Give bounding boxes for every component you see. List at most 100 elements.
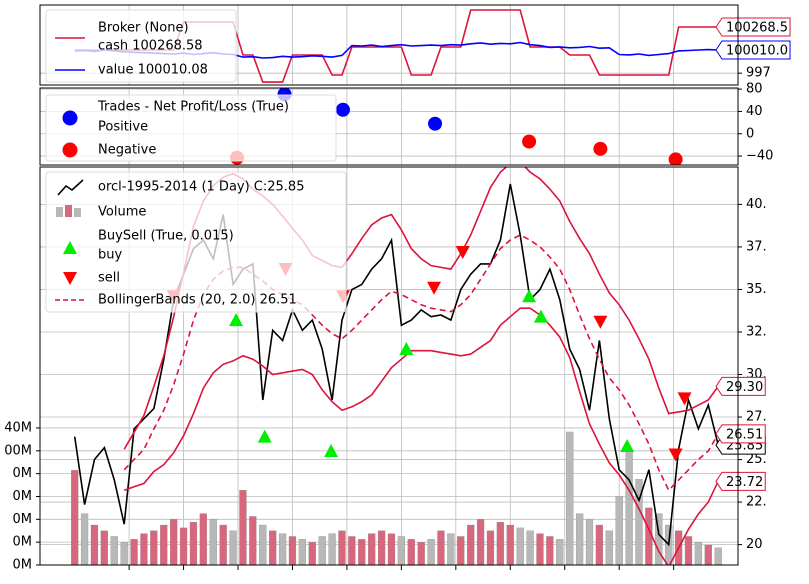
legend-label: Volume (98, 205, 146, 220)
volume-bar (130, 539, 138, 565)
legend-label: buy (98, 248, 122, 263)
signal-marker (677, 392, 692, 406)
signal-marker (399, 341, 414, 355)
volume-bar (526, 530, 534, 565)
volume-bar (249, 516, 257, 565)
y-tick-label: 27. (746, 410, 767, 425)
volume-bar (694, 542, 703, 565)
broker-legend: Broker (None) cash 100268.58 value 10001… (45, 9, 237, 83)
main-legend: orcl-1995-2014 (1 Day) C:25.85 Volume Bu… (45, 171, 347, 313)
y-tick-label: 40 (746, 104, 763, 119)
volume-bar (150, 530, 158, 565)
signal-marker (257, 429, 272, 443)
volume-bar (595, 524, 604, 565)
volume-bars (71, 431, 722, 565)
y-tick-label: 32. (746, 324, 767, 339)
volume-bar (486, 530, 495, 565)
legend-icon (63, 241, 77, 254)
volume-bar (338, 530, 346, 565)
volume-bar (605, 530, 613, 565)
last-value-label: 26.51 (726, 427, 763, 442)
trade-point (428, 116, 443, 131)
signal-marker (593, 315, 608, 329)
last-value-label: 29.30 (726, 380, 763, 395)
volume-bar (566, 431, 574, 565)
last-value-box (715, 17, 791, 37)
volume-bar (229, 530, 237, 565)
y2-tick-label: 0M (13, 512, 33, 527)
legend-label: value 100010.08 (98, 63, 208, 78)
legend-box (45, 94, 337, 162)
signal-marker (455, 246, 470, 260)
volume-bar (199, 513, 207, 565)
volume-bar (100, 530, 108, 565)
last-value-box (715, 40, 791, 60)
volume-bar (368, 533, 376, 565)
volume-bar (179, 527, 188, 565)
volume-bar (298, 539, 306, 565)
trade-point (593, 141, 608, 156)
volume-bar (684, 536, 693, 565)
signal-marker (668, 448, 683, 462)
volume-bar (714, 547, 722, 565)
signal-marker (324, 444, 339, 458)
y-tick-label: 25. (746, 452, 767, 467)
legend-label: Positive (98, 120, 148, 135)
volume-bar (71, 470, 79, 565)
legend-icon (62, 110, 78, 126)
y-tick-label: 80 (746, 82, 763, 97)
y2-tick-label: 00M (4, 443, 32, 458)
legends: Broker (None) cash 100268.58 value 10001… (45, 9, 347, 313)
signal-marker (229, 313, 244, 327)
volume-bar (239, 490, 247, 565)
volume-bar (546, 536, 554, 565)
legend-icon (65, 205, 72, 217)
volume-bar (170, 519, 178, 565)
signal-marker (620, 438, 635, 452)
series-line (123, 307, 719, 565)
plot-frame (39, 166, 739, 566)
legend-icon (62, 142, 78, 158)
volume-bar (80, 513, 89, 565)
signal-marker (533, 309, 548, 323)
volume-bar (189, 522, 198, 565)
volume-bar (377, 530, 386, 565)
last-value-label: 100268.5 (726, 21, 788, 36)
y-tick-label: 37. (746, 239, 767, 254)
trade-point (335, 102, 350, 117)
trades-legend: Trades - Net Profit/Loss (True) Positive… (45, 94, 337, 162)
trade-point (522, 134, 537, 149)
y2-tick-label: 0M (13, 466, 33, 481)
volume-bar (120, 542, 128, 565)
volume-bar (655, 513, 663, 565)
legend-icon (74, 208, 81, 217)
y2-tick-label: 0M (13, 535, 33, 550)
volume-bar (615, 496, 623, 565)
y2-tick-label: 0M (13, 489, 33, 504)
volume-bar (496, 522, 504, 565)
volume-bar (110, 536, 118, 565)
y2-tick-label: 0M (13, 558, 33, 573)
volume-bar (387, 533, 396, 565)
volume-bar (427, 539, 435, 565)
volume-bar (585, 519, 594, 565)
volume-bar (160, 524, 168, 565)
volume-bar (467, 524, 475, 565)
volume-bar (90, 524, 99, 565)
last-value-box (715, 424, 766, 444)
volume-bar (476, 519, 485, 565)
volume-bar (506, 524, 514, 565)
last-value-label: 23.72 (726, 475, 763, 490)
y-tick-label: 0 (746, 126, 754, 141)
last-value-box (715, 471, 766, 491)
legend-title: BuySell (True, 0.015) (98, 229, 234, 244)
volume-bar (308, 542, 316, 565)
signal-marker (427, 281, 442, 295)
legend-label: Negative (98, 143, 156, 158)
trade-point (668, 152, 683, 165)
volume-bar (348, 536, 356, 565)
legend-label: orcl-1995-2014 (1 Day) C:25.85 (98, 180, 304, 195)
volume-bar (457, 536, 465, 565)
plot-frame (39, 87, 739, 166)
